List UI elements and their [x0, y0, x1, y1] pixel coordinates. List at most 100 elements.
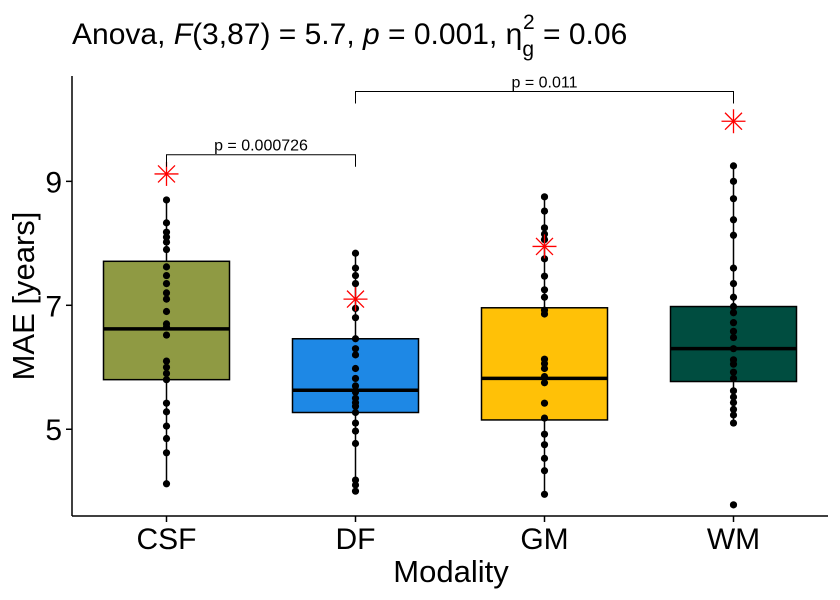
y-tick-label: 7 — [45, 290, 62, 323]
data-point — [162, 449, 171, 457]
data-point — [351, 264, 360, 272]
data-point — [729, 501, 738, 509]
data-point — [540, 399, 549, 407]
data-point — [162, 289, 171, 297]
data-point — [162, 295, 171, 303]
mean-marker-stroke — [157, 164, 176, 183]
data-point — [162, 196, 171, 204]
data-point — [729, 195, 738, 203]
data-point — [729, 398, 738, 407]
data-point — [540, 293, 549, 301]
significance-label: p = 0.011 — [512, 74, 578, 91]
data-point — [729, 177, 738, 185]
data-point — [729, 280, 738, 288]
data-point — [540, 230, 549, 238]
data-point — [729, 162, 738, 170]
data-point — [162, 357, 171, 365]
data-point — [729, 345, 738, 353]
data-point — [162, 263, 171, 271]
data-point — [162, 280, 171, 288]
data-point — [351, 427, 360, 435]
data-point — [162, 369, 171, 378]
data-point — [351, 374, 360, 383]
data-point — [729, 374, 738, 383]
data-point — [351, 249, 360, 257]
data-point — [162, 245, 171, 254]
data-point — [540, 441, 549, 449]
data-point — [540, 255, 549, 263]
data-point — [162, 219, 171, 227]
data-point — [351, 487, 360, 495]
x-tick-label: WM — [707, 523, 760, 556]
data-point — [162, 408, 171, 416]
data-point — [540, 454, 549, 462]
data-point — [351, 314, 360, 322]
chart-title: Anova, F(3,87) = 5.7, p = 0.001, ηg2 = 0… — [72, 11, 627, 61]
data-point — [162, 331, 171, 339]
data-point — [540, 430, 549, 438]
data-point — [729, 319, 738, 327]
data-point — [162, 307, 171, 316]
data-point — [351, 419, 360, 427]
data-point — [351, 481, 360, 489]
data-point — [729, 393, 738, 401]
data-point — [162, 376, 171, 384]
data-point — [540, 372, 549, 381]
x-tick-label: DF — [336, 523, 376, 556]
y-axis-label: MAE [years] — [6, 212, 41, 381]
data-point — [540, 193, 549, 201]
data-point — [729, 309, 738, 317]
data-point — [729, 293, 738, 301]
significance-bracket — [355, 90, 734, 104]
mean-marker-stroke — [535, 237, 554, 256]
data-point — [540, 272, 549, 280]
data-point — [351, 271, 360, 280]
data-point — [729, 333, 738, 342]
data-point — [540, 355, 549, 363]
data-point — [162, 434, 171, 443]
data-point — [162, 363, 171, 371]
data-point — [729, 302, 738, 311]
mean-marker — [721, 109, 746, 134]
data-point — [729, 387, 738, 395]
data-point — [351, 394, 360, 402]
data-point — [540, 286, 549, 294]
data-point — [729, 264, 738, 272]
mean-marker — [532, 234, 557, 259]
data-point — [351, 382, 360, 390]
x-tick-label: CSF — [137, 523, 197, 556]
mean-marker-stroke — [346, 290, 365, 309]
data-point — [351, 476, 360, 484]
data-point — [162, 238, 171, 246]
data-point — [729, 405, 738, 414]
data-point — [162, 320, 171, 328]
data-point — [729, 411, 738, 419]
data-point — [162, 271, 171, 280]
data-point — [351, 364, 360, 373]
data-point — [729, 356, 738, 364]
data-point — [351, 335, 360, 343]
significance-label: p = 0.000726 — [214, 138, 308, 155]
data-point — [540, 490, 549, 498]
data-point — [351, 388, 360, 396]
data-point — [351, 351, 360, 359]
data-point — [729, 368, 738, 376]
y-tick-label: 5 — [45, 414, 62, 447]
x-tick-label: GM — [520, 523, 568, 556]
mean-marker — [343, 287, 368, 312]
data-point — [162, 480, 171, 488]
data-point — [540, 364, 549, 373]
mean-marker-stroke — [724, 112, 743, 131]
data-point — [162, 399, 171, 407]
data-point — [729, 231, 738, 239]
plot-area: p = 0.000726 p = 0.011 — [102, 74, 798, 509]
x-axis-label: Modality — [393, 554, 509, 589]
data-point — [729, 216, 738, 224]
data-point — [540, 414, 549, 422]
data-point — [729, 327, 738, 335]
data-point — [540, 306, 549, 314]
data-point — [162, 228, 171, 236]
data-point — [540, 467, 549, 475]
data-point — [540, 379, 549, 387]
